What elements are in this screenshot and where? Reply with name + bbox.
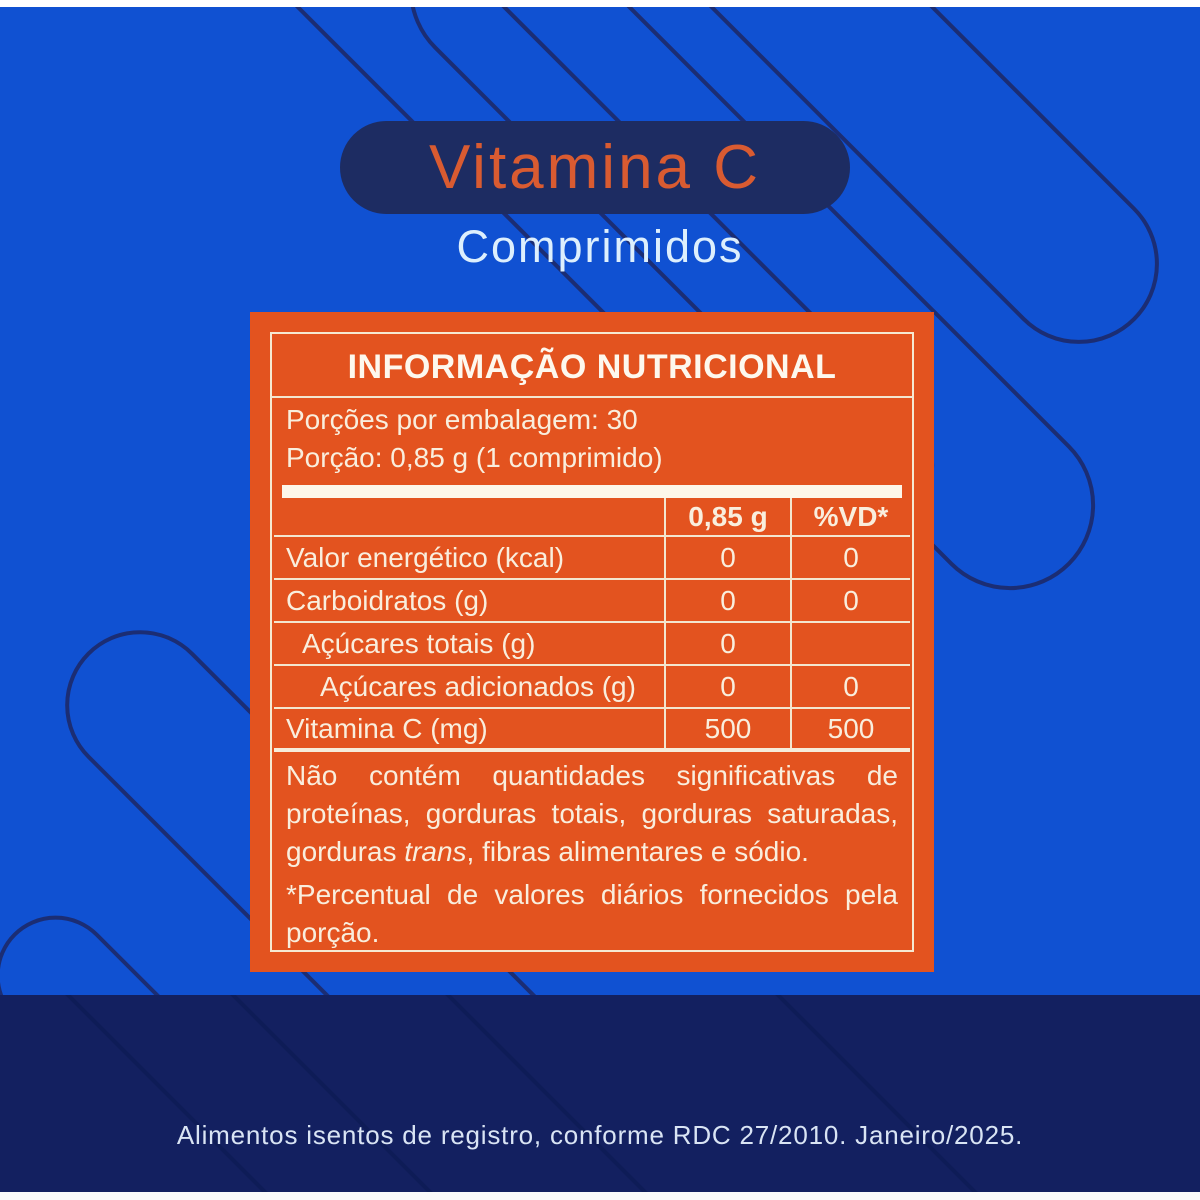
nutrient-amount: 0 bbox=[664, 623, 790, 664]
servings-per-package: Porções por embalagem: 30 bbox=[286, 404, 638, 435]
product-name-pill: Vitamina C bbox=[340, 121, 850, 214]
table-row: Carboidratos (g) 0 0 bbox=[274, 580, 910, 623]
nutrition-panel: INFORMAÇÃO NUTRICIONAL Porções por embal… bbox=[250, 312, 934, 972]
product-form: Comprimidos bbox=[456, 221, 744, 272]
note-text: Não contém quantidades significativas de… bbox=[286, 760, 898, 867]
serving-size: Porção: 0,85 g (1 comprimido) bbox=[286, 442, 663, 473]
nutrient-label: Vitamina C (mg) bbox=[286, 712, 488, 744]
thick-divider-bar bbox=[282, 485, 902, 498]
divider-line bbox=[272, 396, 912, 398]
nutrient-amount: 500 bbox=[664, 709, 790, 748]
nutrient-dv: 0 bbox=[790, 666, 910, 707]
nutrient-dv bbox=[790, 623, 910, 664]
daily-value-footnote: *Percentual de valores diários fornecido… bbox=[286, 879, 898, 948]
note-text: , fibras alimentares e sódio. bbox=[466, 836, 809, 867]
nutrient-label: Açúcares adicionados (g) bbox=[320, 670, 636, 702]
no-significant-amounts-note: Não contém quantidades significativas de… bbox=[286, 757, 898, 871]
capsule-line-decoration bbox=[440, 995, 670, 1193]
nutrition-panel-inner-border: INFORMAÇÃO NUTRICIONAL Porções por embal… bbox=[270, 332, 914, 952]
note-italic-trans: trans bbox=[404, 836, 467, 867]
nutrient-amount: 0 bbox=[664, 537, 790, 578]
nutrient-dv: 500 bbox=[790, 709, 910, 748]
capsule-line-decoration bbox=[60, 995, 290, 1193]
nutrition-table: 0,85 g %VD* Valor energético (kcal) 0 0 … bbox=[274, 498, 910, 752]
regulatory-note: Alimentos isentos de registro, conforme … bbox=[176, 1120, 1024, 1150]
nutrition-title: INFORMAÇÃO NUTRICIONAL bbox=[347, 348, 837, 386]
capsule-line-decoration bbox=[770, 995, 1000, 1193]
bottom-band: Alimentos isentos de registro, conforme … bbox=[0, 995, 1200, 1193]
nutrient-amount: 0 bbox=[664, 580, 790, 621]
table-header-row: 0,85 g %VD* bbox=[274, 498, 910, 537]
table-row: Valor energético (kcal) 0 0 bbox=[274, 537, 910, 580]
header-dv-column: %VD* bbox=[790, 498, 910, 535]
bottom-white-strip bbox=[0, 1192, 1200, 1200]
nutrient-label: Carboidratos (g) bbox=[286, 584, 489, 616]
nutrient-label: Açúcares totais (g) bbox=[302, 627, 536, 659]
table-row: Açúcares adicionados (g) 0 0 bbox=[274, 666, 910, 709]
header-amount-column: 0,85 g bbox=[664, 498, 790, 535]
capsule-line-decoration bbox=[225, 995, 455, 1193]
nutrient-label: Valor energético (kcal) bbox=[286, 541, 565, 573]
table-row: Vitamina C (mg) 500 500 bbox=[274, 709, 910, 752]
nutrient-amount: 0 bbox=[664, 666, 790, 707]
product-name: Vitamina C bbox=[428, 133, 762, 202]
top-white-strip bbox=[0, 0, 1200, 7]
nutrient-dv: 0 bbox=[790, 537, 910, 578]
table-row: Açúcares totais (g) 0 bbox=[274, 623, 910, 666]
nutrient-dv: 0 bbox=[790, 580, 910, 621]
